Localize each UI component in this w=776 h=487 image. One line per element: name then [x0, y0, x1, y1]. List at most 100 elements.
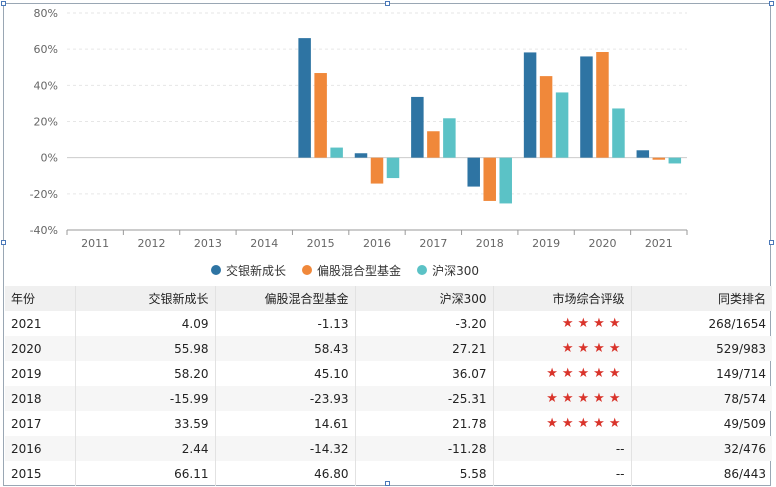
bar [636, 150, 650, 158]
legend-label: 交银新成长 [226, 263, 287, 278]
cell-peer: 46.80 [215, 461, 356, 486]
cell-year: 2016 [5, 436, 76, 461]
table-row: 2020 55.98 58.43 27.21 ★★★★ 529/983 [5, 336, 772, 361]
cell-rank: 49/509 [723, 416, 766, 431]
x-tick-label: 2017 [419, 237, 447, 250]
cell-fund: 2.44 [75, 436, 216, 461]
bar [652, 157, 666, 160]
returns-table: 年份 交银新成长 偏股混合型基金 沪深300 市场综合评级 同类排名 2021 4… [5, 286, 772, 486]
bar [354, 153, 368, 158]
bar [580, 56, 593, 158]
bar [427, 131, 440, 158]
legend-label: 偏股混合型基金 [317, 263, 402, 278]
bar [386, 157, 400, 179]
cell-rank: 86/443 [723, 466, 766, 481]
cell-year: 2019 [5, 361, 76, 386]
cell-hs300: -11.28 [355, 436, 494, 461]
x-tick-label: 2013 [194, 237, 222, 250]
cell-hs300: 27.21 [355, 336, 494, 361]
cell-rating: ★★★★★ [493, 386, 632, 411]
cell-rating: ★★★★★ [493, 361, 632, 386]
cell-rank: 529/983 [631, 336, 772, 361]
resize-handle-middle-left[interactable] [1, 240, 6, 245]
cell-peer: 14.61 [215, 411, 356, 436]
y-tick-label: 0% [41, 152, 58, 165]
bar [298, 38, 311, 158]
resize-handle-top-right[interactable] [769, 1, 774, 6]
header-peer: 偏股混合型基金 [215, 286, 356, 311]
cell-hs300: 5.58 [355, 461, 494, 486]
bar [467, 157, 480, 187]
header-rating: 市场综合评级 [493, 286, 632, 311]
cell-hs300: 36.07 [355, 361, 494, 386]
cell-year: 2018 [5, 386, 76, 411]
cell-peer: -1.13 [215, 311, 356, 336]
x-tick-label: 2020 [588, 237, 616, 250]
legend-marker [302, 265, 313, 275]
y-tick-label: 60% [34, 43, 58, 56]
header-year: 年份 [5, 286, 76, 311]
table-row: 2021 4.09 -1.13 -3.20 ★★★★ 268/1654 [5, 311, 772, 336]
y-tick-label: -20% [30, 188, 58, 201]
legend-item[interactable]: 沪深300 [417, 262, 479, 279]
cell-hs300: -3.20 [355, 311, 494, 336]
bar [523, 52, 537, 158]
cell-fund: 66.11 [75, 461, 216, 486]
x-tick-label: 2011 [81, 237, 109, 250]
resize-handle-top-center[interactable] [385, 1, 390, 6]
cell-year: 2020 [5, 336, 76, 361]
table-row: 2019 58.20 45.10 36.07 ★★★★★ 149/714 [5, 361, 772, 386]
table-row: 2017 33.59 14.61 21.78 ★★★★★ 49/509 [5, 411, 772, 436]
cell-rank: 78/574 [631, 386, 772, 411]
legend-item[interactable]: 交银新成长 [211, 262, 286, 279]
x-tick-label: 2014 [250, 237, 278, 250]
y-tick-label: 40% [34, 79, 58, 92]
y-tick-label: 80% [34, 7, 58, 20]
header-fund: 交银新成长 [75, 286, 216, 311]
cell-year: 2017 [5, 411, 76, 436]
y-tick-label: 20% [34, 116, 58, 129]
header-hs300: 沪深300 [355, 286, 494, 311]
table-header-row: 年份 交银新成长 偏股混合型基金 沪深300 市场综合评级 同类排名 [5, 286, 772, 311]
bar [596, 52, 609, 158]
table-row: 2018 -15.99 -23.93 -25.31 ★★★★★ 78/574 [5, 386, 772, 411]
bar [612, 108, 625, 158]
cell-peer: 58.43 [215, 336, 356, 361]
cell-year: 2021 [5, 311, 76, 336]
cell-peer: -23.93 [215, 386, 356, 411]
bar [411, 96, 424, 158]
cell-rating: ★★★★ [493, 311, 632, 336]
legend-marker [417, 265, 428, 275]
cell-fund: 55.98 [75, 336, 216, 361]
cell-fund: 33.59 [75, 411, 216, 436]
cell-rating: -- [493, 461, 632, 486]
y-tick-label: -40% [30, 224, 58, 237]
cell-hs300: -25.31 [355, 386, 494, 411]
cell-peer: -14.32 [215, 436, 356, 461]
legend: 交银新成长 偏股混合型基金 沪深300 [0, 261, 690, 279]
cell-fund: -15.99 [75, 386, 216, 411]
legend-label: 沪深300 [432, 263, 479, 278]
x-tick-label: 2019 [532, 237, 560, 250]
x-tick-label: 2012 [138, 237, 166, 250]
x-tick-label: 2018 [476, 237, 504, 250]
bar [370, 157, 384, 184]
legend-item[interactable]: 偏股混合型基金 [302, 262, 401, 279]
cell-peer: 45.10 [215, 361, 356, 386]
bar-chart: -40% -20% 0% 20% 40% 60% 80% 2011 2012 2013 2014 20… [30, 7, 688, 250]
cell-rank: 268/1654 [708, 316, 767, 331]
cell-fund: 58.20 [75, 361, 216, 386]
cell-hs300: 21.78 [355, 411, 494, 436]
bar [539, 76, 553, 158]
cell-rating: ★★★★★ [493, 411, 632, 436]
bar [555, 92, 569, 158]
bar [330, 147, 343, 158]
table-row: 2015 66.11 46.80 5.58 -- 86/443 [5, 461, 772, 486]
legend-marker [211, 265, 222, 275]
bar [483, 157, 496, 201]
table-row: 2016 2.44 -14.32 -11.28 -- 32/476 [5, 436, 772, 461]
bar [668, 157, 682, 164]
resize-handle-top-left[interactable] [1, 1, 6, 6]
cell-rating: ★★★★ [493, 336, 632, 361]
resize-handle-middle-right[interactable] [769, 240, 774, 245]
